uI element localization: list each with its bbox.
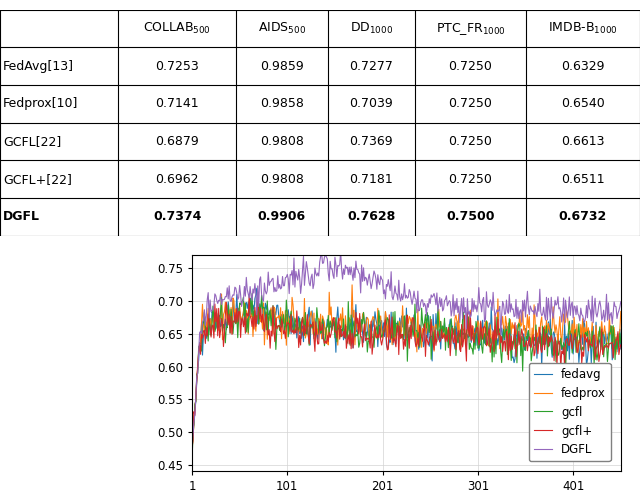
- Text: 0.9808: 0.9808: [260, 173, 304, 186]
- Text: 0.7250: 0.7250: [449, 135, 492, 148]
- fedavg: [208, 309, 216, 315]
- Text: 0.7628: 0.7628: [348, 210, 396, 223]
- Text: 0.7250: 0.7250: [449, 97, 492, 110]
- Text: 0.7141: 0.7141: [156, 97, 199, 110]
- Text: COLLAB$_{500}$: COLLAB$_{500}$: [143, 21, 211, 36]
- Text: 0.6329: 0.6329: [561, 60, 605, 73]
- Text: 0.6879: 0.6879: [156, 135, 199, 148]
- DGFL: [208, 307, 216, 313]
- gcfl+: [422, 332, 430, 338]
- gcfl+: [366, 345, 374, 351]
- Text: FedAvg[13]: FedAvg[13]: [3, 60, 74, 73]
- fedprox: [422, 331, 430, 337]
- Text: PTC_FR$_{1000}$: PTC_FR$_{1000}$: [436, 21, 506, 37]
- gcfl+: [252, 324, 260, 329]
- Line: fedavg: fedavg: [192, 288, 621, 456]
- DGFL: [366, 278, 374, 284]
- fedavg: [188, 453, 196, 459]
- Line: gcfl+: gcfl+: [192, 295, 621, 448]
- DGFL: [479, 297, 486, 303]
- DGFL: [337, 248, 344, 254]
- DGFL: [251, 281, 259, 287]
- DGFL: [617, 299, 625, 305]
- Text: 0.7277: 0.7277: [349, 60, 394, 73]
- Text: 0.6962: 0.6962: [156, 173, 199, 186]
- Text: 0.6511: 0.6511: [561, 173, 605, 186]
- Line: DGFL: DGFL: [192, 251, 621, 447]
- fedavg: [617, 346, 625, 352]
- fedprox: [548, 322, 556, 327]
- Text: 0.7039: 0.7039: [349, 97, 394, 110]
- gcfl: [208, 321, 216, 327]
- Text: 0.6732: 0.6732: [559, 210, 607, 223]
- fedprox: [348, 282, 356, 288]
- fedprox: [479, 327, 486, 333]
- Text: DGFL: DGFL: [3, 210, 40, 223]
- Text: GCFL[22]: GCFL[22]: [3, 135, 61, 148]
- Text: 0.9859: 0.9859: [260, 60, 304, 73]
- Text: 0.7250: 0.7250: [449, 60, 492, 73]
- gcfl+: [548, 337, 556, 343]
- Text: 0.7374: 0.7374: [153, 210, 202, 223]
- Text: 0.9906: 0.9906: [258, 210, 306, 223]
- gcfl+: [617, 342, 625, 348]
- fedprox: [208, 317, 216, 323]
- Legend: fedavg, fedprox, gcfl, gcfl+, DGFL: fedavg, fedprox, gcfl, gcfl+, DGFL: [529, 363, 611, 461]
- fedprox: [617, 308, 625, 314]
- Text: 0.7500: 0.7500: [446, 210, 495, 223]
- fedavg: [479, 317, 486, 323]
- Text: GCFL+[22]: GCFL+[22]: [3, 173, 72, 186]
- gcfl: [188, 458, 196, 464]
- Text: 0.7250: 0.7250: [449, 173, 492, 186]
- Text: 0.7369: 0.7369: [349, 135, 393, 148]
- Line: fedprox: fedprox: [192, 285, 621, 452]
- Text: 0.6540: 0.6540: [561, 97, 605, 110]
- gcfl+: [208, 324, 216, 329]
- fedavg: [548, 355, 556, 360]
- Text: DD$_{1000}$: DD$_{1000}$: [350, 21, 393, 36]
- gcfl: [422, 325, 430, 331]
- gcfl: [617, 340, 625, 346]
- fedavg: [253, 285, 260, 291]
- Text: AIDS$_{500}$: AIDS$_{500}$: [258, 21, 306, 36]
- gcfl+: [188, 445, 196, 451]
- Text: 0.9808: 0.9808: [260, 135, 304, 148]
- fedprox: [251, 321, 259, 327]
- fedavg: [422, 324, 430, 330]
- Text: 0.6613: 0.6613: [561, 135, 605, 148]
- Text: 0.7253: 0.7253: [156, 60, 199, 73]
- fedprox: [366, 326, 374, 332]
- Text: Fedprox[10]: Fedprox[10]: [3, 97, 79, 110]
- Text: 0.9858: 0.9858: [260, 97, 304, 110]
- DGFL: [422, 313, 430, 319]
- gcfl: [251, 308, 259, 314]
- Text: IMDB-B$_{1000}$: IMDB-B$_{1000}$: [548, 21, 618, 36]
- gcfl+: [479, 336, 486, 342]
- fedprox: [188, 449, 196, 455]
- fedavg: [251, 296, 259, 301]
- gcfl+: [245, 292, 253, 298]
- fedavg: [366, 325, 374, 331]
- gcfl: [479, 350, 486, 356]
- Line: gcfl: gcfl: [192, 293, 621, 461]
- gcfl: [366, 325, 374, 331]
- DGFL: [188, 444, 196, 450]
- gcfl: [548, 351, 556, 356]
- DGFL: [548, 309, 556, 315]
- Text: 0.7181: 0.7181: [349, 173, 394, 186]
- gcfl: [254, 290, 262, 296]
